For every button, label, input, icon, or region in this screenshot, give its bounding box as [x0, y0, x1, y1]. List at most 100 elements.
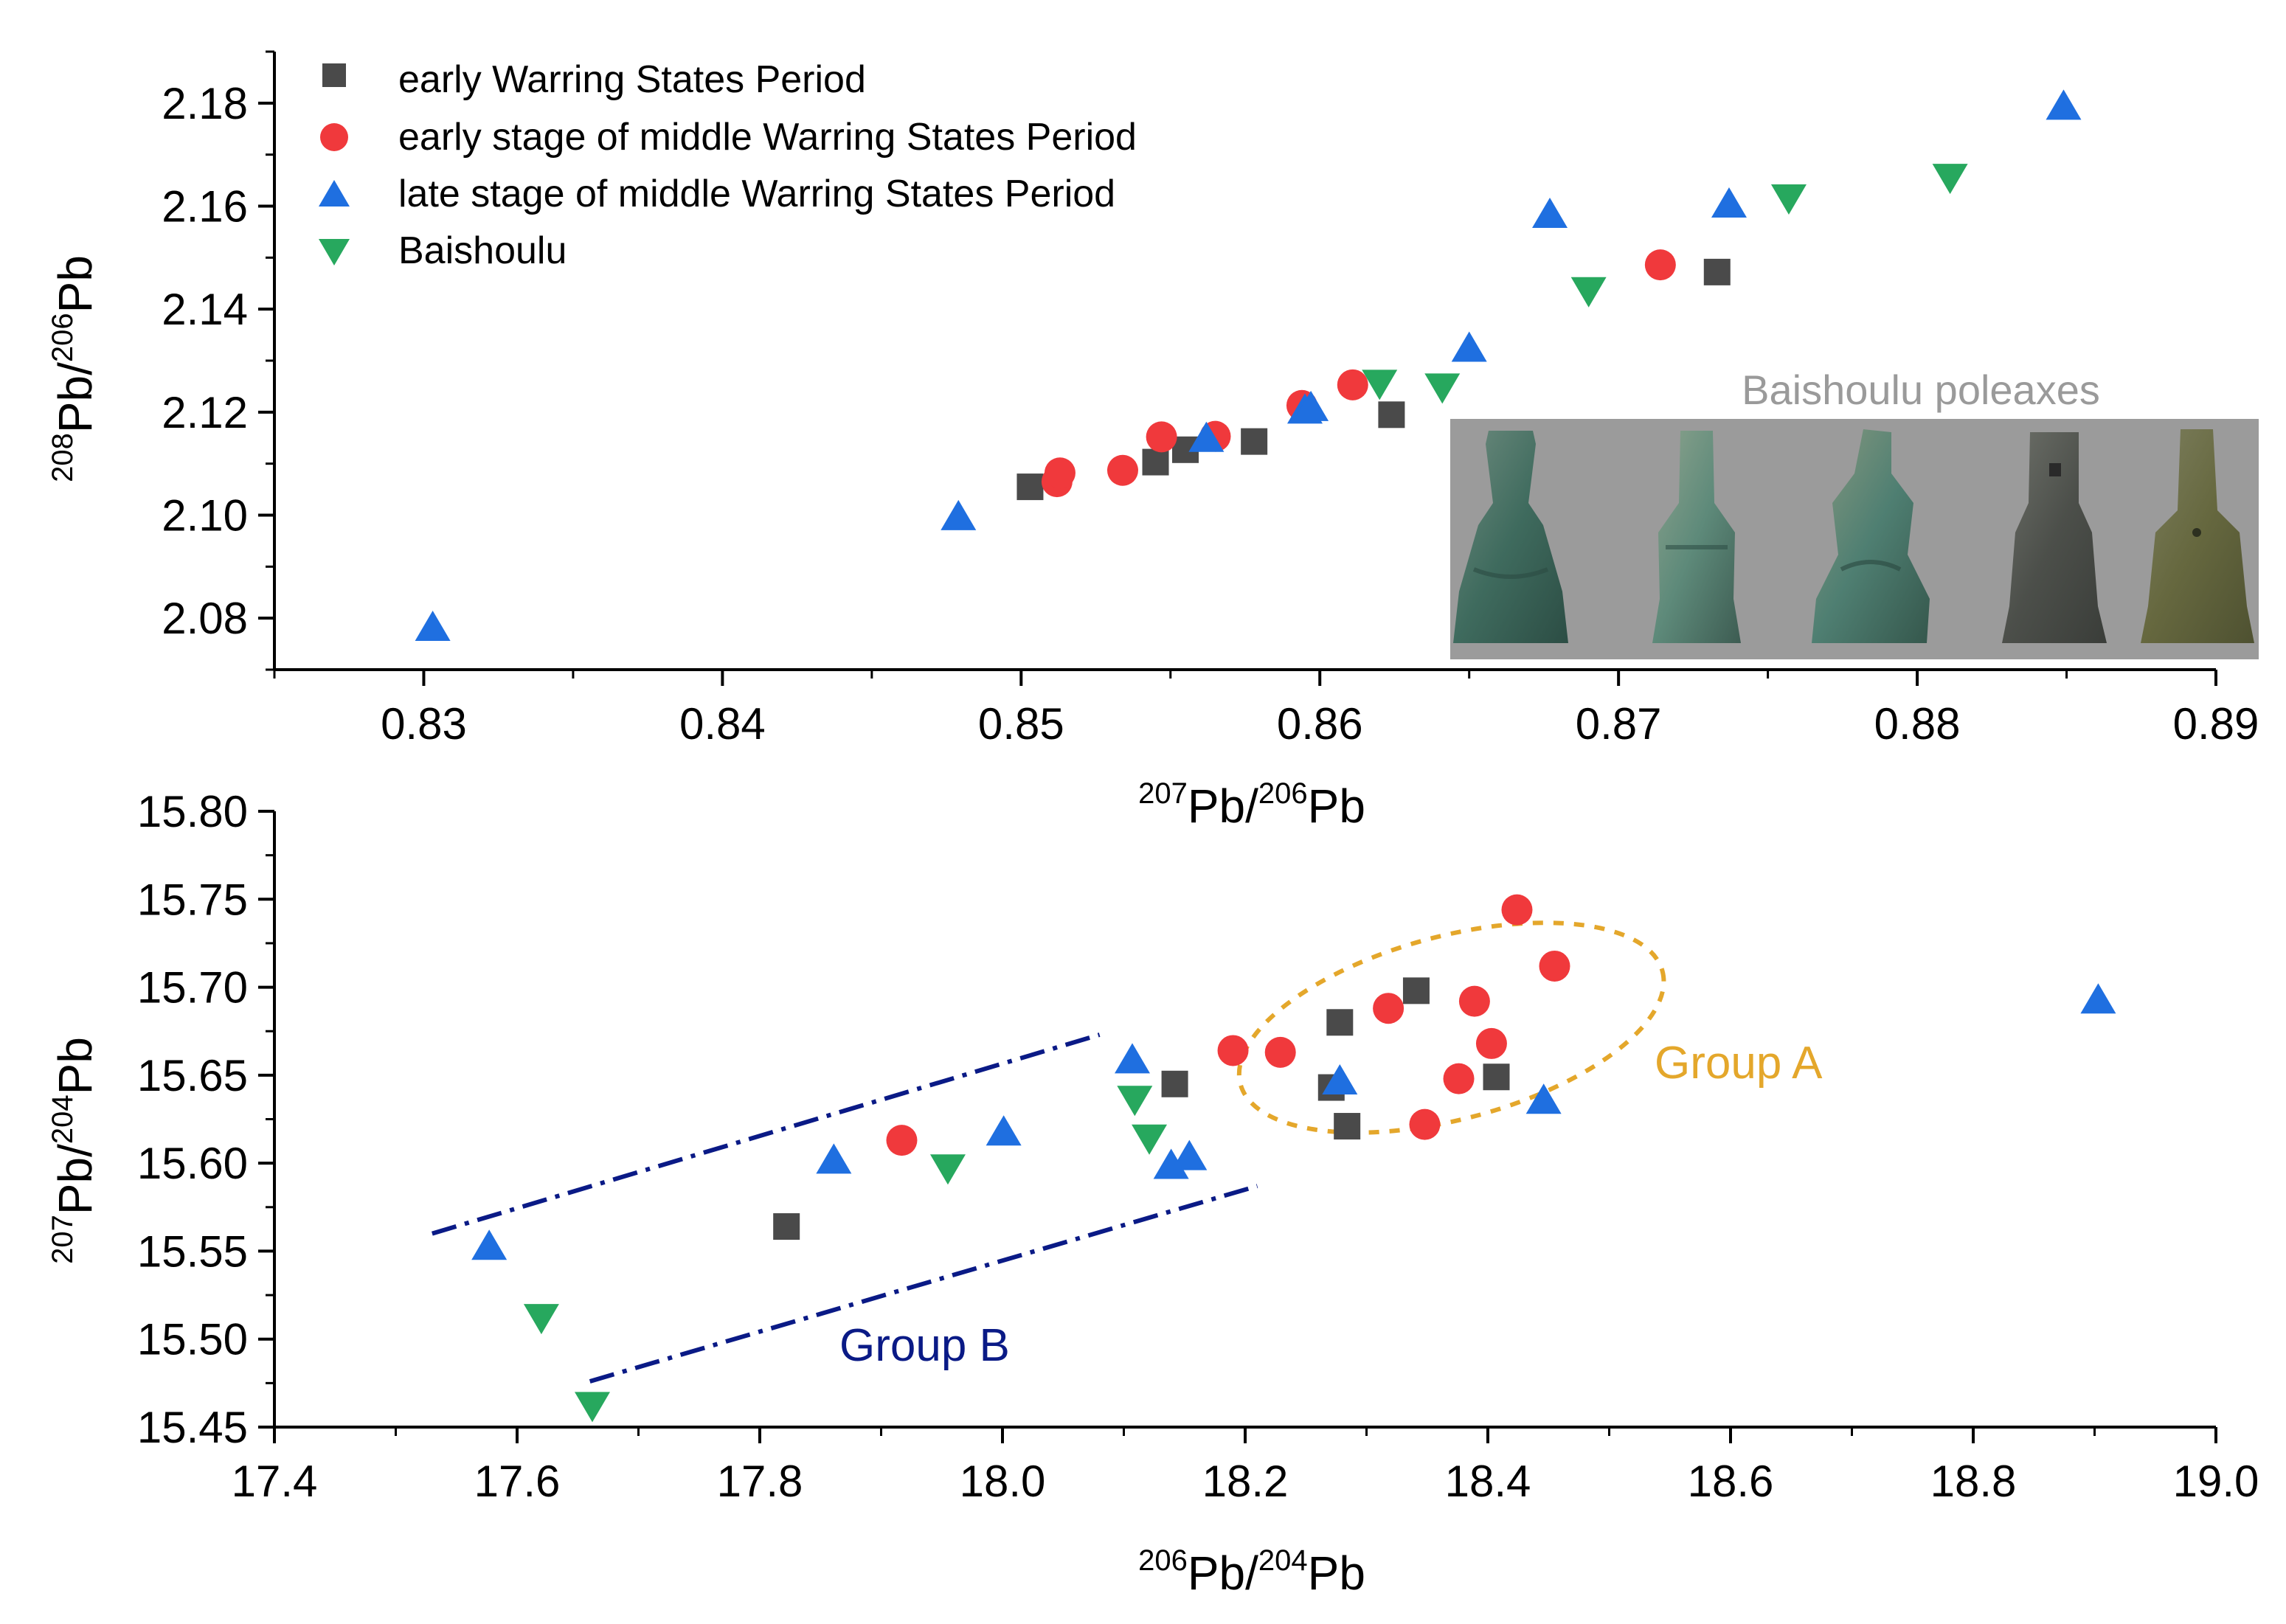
data-point-triangle-down — [1362, 369, 1398, 400]
data-point-triangle-down — [1132, 1124, 1168, 1155]
legend-label-2: early stage of middle Warring States Per… — [398, 116, 1137, 159]
data-point-circle — [1044, 457, 1076, 489]
data-point-square — [1016, 473, 1044, 501]
legend-circle-marker — [320, 123, 348, 151]
poleaxe-1 — [1453, 431, 1568, 643]
data-point-square — [1703, 258, 1731, 285]
x-tick-label: 0.84 — [679, 699, 766, 749]
data-point-triangle-down — [523, 1304, 559, 1335]
x-tick-label: 0.87 — [1576, 699, 1662, 749]
bottom-ylabel-sup2: 204 — [46, 1094, 79, 1144]
x-tick-label: 0.85 — [978, 699, 1064, 749]
legend-triangle-down-marker — [319, 239, 350, 266]
x-tick-label: 17.4 — [232, 1457, 318, 1506]
data-point-triangle-up — [1525, 1083, 1562, 1114]
bottom-ylabel-base2: Pb — [49, 1037, 102, 1094]
data-point-square — [1402, 977, 1430, 1004]
y-tick-label: 15.80 — [137, 787, 248, 836]
data-point-square — [1483, 1063, 1510, 1091]
poleaxe-3 — [1812, 429, 1930, 643]
x-tick-label: 0.83 — [381, 699, 467, 749]
top-ylabel-slash: / — [49, 362, 102, 375]
top-marks — [415, 89, 2082, 642]
data-point-triangle-up — [1153, 1148, 1189, 1179]
plot-bottom: 17.4 17.6 17.8 18.0 18.2 18.4 18.6 18.8 19.0 15.… — [46, 787, 2259, 1600]
x-tick-label: 18.4 — [1445, 1457, 1531, 1506]
data-point-triangle-up — [816, 1143, 852, 1174]
data-point-circle — [1458, 985, 1490, 1017]
top-xlabel: 207Pb/206Pb — [1138, 777, 1365, 833]
y-tick-label: 15.65 — [137, 1051, 248, 1100]
data-point-triangle-up — [1451, 331, 1487, 362]
inset-photo-panel: Baishoulu poleaxes — [1450, 367, 2259, 659]
data-point-circle — [1409, 1108, 1441, 1140]
group-a-ellipse — [1236, 920, 1666, 1135]
y-tick-label: 15.50 — [137, 1315, 248, 1364]
data-point-triangle-down — [1424, 373, 1461, 404]
legend: early Warring States Period early stage … — [319, 58, 1137, 272]
data-point-triangle-down — [929, 1154, 966, 1185]
data-point-triangle-down — [1770, 184, 1807, 215]
data-point-circle — [1443, 1063, 1475, 1094]
bottom-ylabel-sup1: 207 — [46, 1215, 79, 1264]
group-a-label: Group A — [1655, 1038, 1823, 1089]
data-point-circle — [1373, 993, 1404, 1024]
x-tick-label: 18.6 — [1688, 1457, 1774, 1506]
bottom-marks — [471, 894, 2116, 1423]
legend-label-4: Baishoulu — [398, 229, 567, 272]
bottom-yticks: 15.45 15.50 15.55 15.60 15.65 15.70 15.75 15.80 — [137, 787, 274, 1452]
top-yticks: 2.08 2.10 2.12 2.14 2.16 2.18 — [162, 50, 274, 671]
y-tick-label: 2.14 — [162, 285, 248, 334]
data-point-triangle-up — [1115, 1043, 1151, 1074]
legend-item-early-middle: early stage of middle Warring States Per… — [320, 116, 1137, 159]
poleaxe-5 — [2141, 429, 2254, 643]
data-point-square — [1161, 1070, 1188, 1097]
y-tick-label: 15.55 — [137, 1226, 248, 1276]
y-tick-label: 15.60 — [137, 1139, 248, 1188]
bottom-ylabel: 207Pb/204Pb — [46, 1037, 102, 1264]
bottom-xlabel-base2: Pb — [1308, 1547, 1365, 1600]
legend-square-marker — [322, 63, 346, 87]
y-tick-label: 2.18 — [162, 79, 248, 128]
bottom-ylabel-base1: Pb — [49, 1157, 102, 1215]
legend-label-3: late stage of middle Warring States Peri… — [398, 173, 1115, 215]
data-point-circle — [1217, 1035, 1249, 1066]
top-xlabel-sup1: 207 — [1138, 777, 1188, 810]
x-tick-label: 0.88 — [1874, 699, 1961, 749]
group-b-label: Group B — [839, 1320, 1010, 1371]
data-point-circle — [886, 1125, 918, 1156]
bottom-ylabel-slash: / — [49, 1144, 102, 1157]
data-point-triangle-up — [1293, 390, 1329, 421]
data-point-triangle-up — [1322, 1064, 1358, 1095]
y-tick-label: 2.10 — [162, 491, 248, 541]
poleaxe-2 — [1652, 431, 1741, 643]
y-tick-label: 15.70 — [137, 963, 248, 1013]
data-point-triangle-up — [1532, 197, 1568, 228]
legend-item-baishoulu: Baishoulu — [319, 229, 567, 272]
top-xlabel-base2: Pb — [1308, 780, 1365, 833]
plot-top: 0.83 0.84 0.85 0.86 0.87 0.88 0.89 2.08 2.10 2.1… — [46, 50, 2259, 833]
top-ylabel: 208Pb/206Pb — [46, 255, 102, 482]
poleaxe-4 — [2002, 432, 2107, 643]
bottom-xlabel-sup1: 206 — [1138, 1544, 1188, 1577]
bottom-xticks: 17.4 17.6 17.8 18.0 18.2 18.4 18.6 18.8 19.0 — [232, 1427, 2259, 1506]
bottom-axes — [273, 811, 2216, 1429]
bottom-annotations: Group A Group B — [431, 920, 1823, 1384]
top-xlabel-sup2: 206 — [1258, 777, 1308, 810]
x-tick-label: 18.0 — [960, 1457, 1046, 1506]
data-point-triangle-up — [1711, 187, 1747, 218]
data-point-triangle-down — [574, 1392, 610, 1423]
top-xlabel-base1: Pb — [1188, 780, 1245, 833]
x-tick-label: 17.8 — [717, 1457, 803, 1506]
data-point-triangle-up — [941, 499, 977, 530]
bottom-xlabel-base1: Pb — [1188, 1547, 1245, 1600]
data-point-triangle-down — [1117, 1086, 1153, 1117]
top-ylabel-base2: Pb — [49, 255, 102, 313]
data-point-triangle-up — [471, 1229, 508, 1260]
group-b-line-lower — [589, 1184, 1258, 1384]
x-tick-label: 19.0 — [2173, 1457, 2259, 1506]
top-xlabel-slash: / — [1245, 780, 1258, 833]
data-point-circle — [1264, 1036, 1296, 1068]
